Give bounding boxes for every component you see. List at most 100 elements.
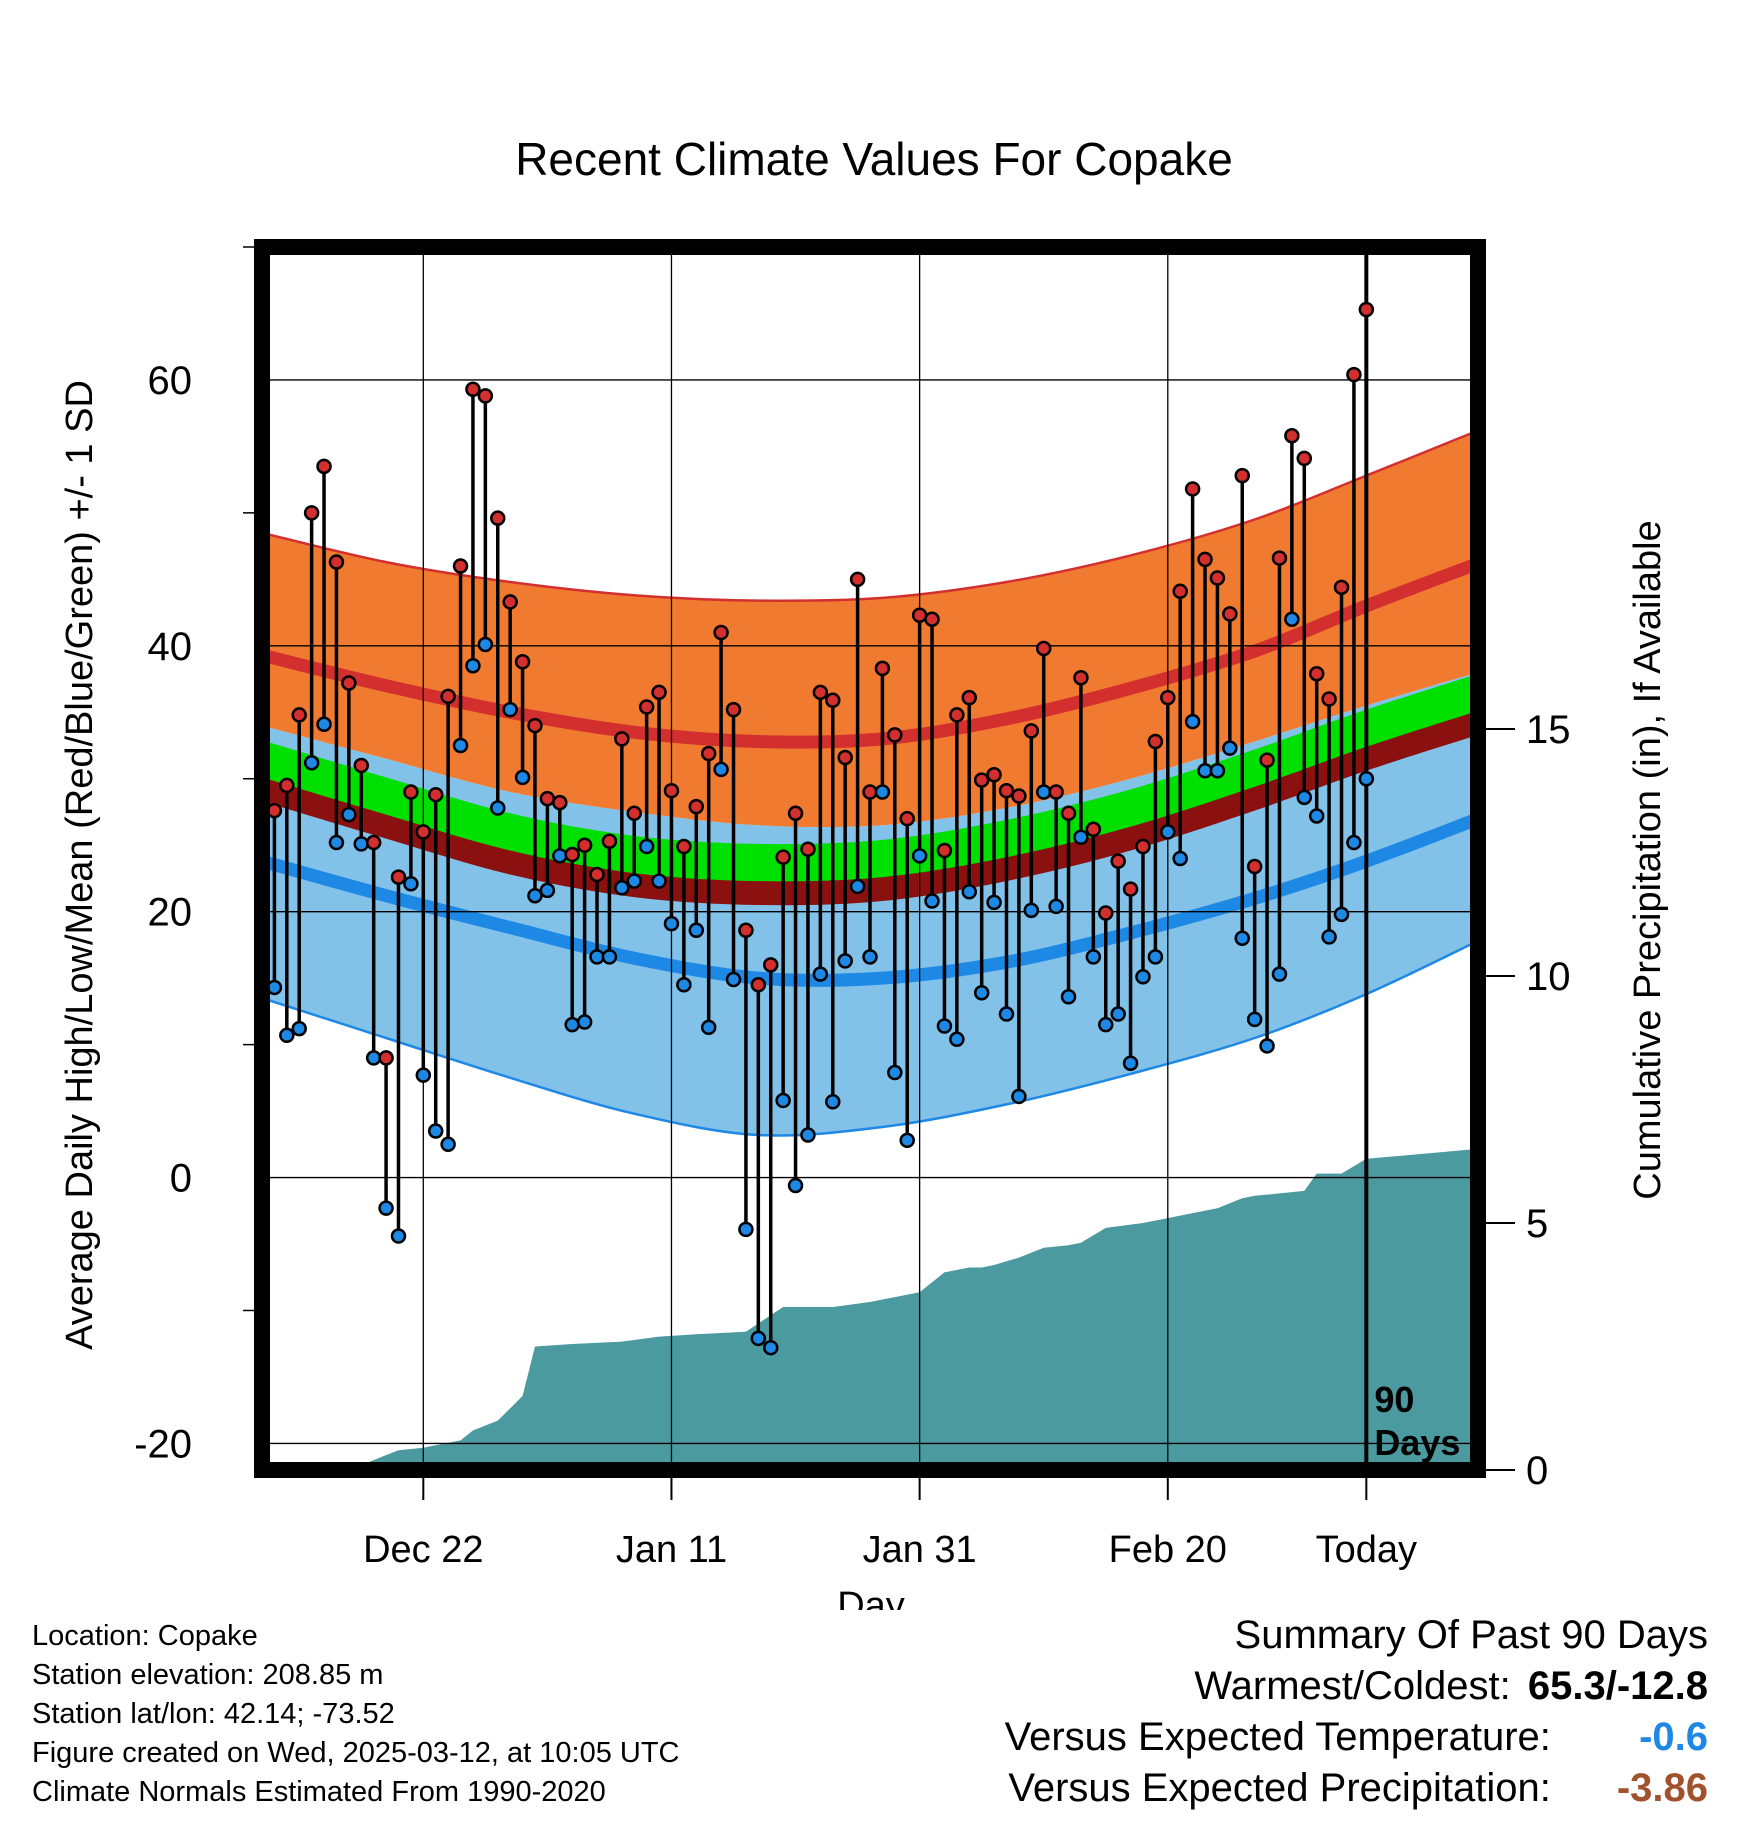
daily-low-point xyxy=(1122,1055,1139,1071)
daily-low-point xyxy=(663,915,680,932)
daily-low-point xyxy=(1246,1011,1263,1028)
daily-high-point xyxy=(502,594,518,610)
high-upper-edge xyxy=(262,429,1478,603)
daily-low-point xyxy=(427,1123,444,1139)
daily-high-point xyxy=(1073,669,1089,686)
x-tick-label: Today xyxy=(1316,1529,1417,1571)
daily-high-point xyxy=(1296,450,1313,467)
daily-low-point xyxy=(589,949,605,965)
daily-high-point xyxy=(663,782,680,799)
daily-high-point xyxy=(949,707,965,723)
daily-low-point xyxy=(1333,906,1350,923)
station-info: Location: Copake Station elevation: 208.… xyxy=(32,1617,680,1812)
daily-high-point xyxy=(1135,838,1151,855)
daily-low-point xyxy=(514,769,531,786)
y-axis-label: Average Daily High/Low/Mean (Red/Blue/Gr… xyxy=(59,380,101,1350)
daily-low-point xyxy=(800,1127,816,1143)
precip-value: -3.86 xyxy=(1616,1766,1708,1810)
daily-high-point xyxy=(1172,583,1188,600)
precipitation-area xyxy=(262,1148,1478,1470)
daily-high-point xyxy=(514,654,531,670)
daily-high-point xyxy=(328,554,345,570)
daily-low-point xyxy=(1308,808,1325,824)
temp-value: -0.6 xyxy=(1639,1715,1708,1759)
y2-tick-label: 0 xyxy=(1526,1449,1548,1493)
daily-high-point xyxy=(1358,301,1375,318)
low-lower-edge xyxy=(262,939,1478,1137)
daily-low-point xyxy=(527,887,543,904)
daily-low-point xyxy=(862,949,878,965)
daily-high-point xyxy=(849,571,866,588)
daily-low-point xyxy=(936,1018,953,1034)
daily-low-point xyxy=(626,873,642,889)
chart-title: Recent Climate Values For Copake xyxy=(515,133,1233,185)
plot-area xyxy=(262,247,1478,1470)
daily-low-point xyxy=(825,1094,841,1110)
daily-high-point xyxy=(1234,467,1250,484)
daily-high-point xyxy=(899,810,915,827)
daily-high-point xyxy=(1060,805,1077,822)
daily-high-point xyxy=(812,684,829,701)
daily-low-point xyxy=(1135,969,1151,985)
daily-high-point xyxy=(638,699,655,715)
daily-low-point xyxy=(279,1027,295,1044)
daily-high-point xyxy=(1246,858,1263,875)
daily-high-point xyxy=(651,684,667,701)
daily-high-point xyxy=(1160,689,1176,706)
warmest-coldest-label: Warmest/Coldest: xyxy=(1194,1664,1511,1708)
x-axis-label: Day xyxy=(837,1585,905,1610)
daily-high-point xyxy=(452,558,469,574)
daily-low-point xyxy=(713,761,729,778)
y2-tick-label: 10 xyxy=(1526,955,1571,999)
info-created: Figure created on Wed, 2025-03-12, at 10… xyxy=(32,1737,680,1769)
daily-high-point xyxy=(924,611,940,627)
daily-high-point xyxy=(1122,881,1139,897)
daily-low-point xyxy=(490,800,506,816)
daily-high-point xyxy=(440,688,456,705)
info-elevation: Station elevation: 208.85 m xyxy=(32,1659,384,1691)
daily-low-point xyxy=(601,949,618,965)
daily-low-point xyxy=(440,1136,456,1153)
daily-low-point xyxy=(1023,902,1040,919)
daily-low-point xyxy=(341,806,357,823)
daily-low-point xyxy=(390,1228,407,1244)
y2-tick-label: 15 xyxy=(1526,708,1571,752)
daily-high-point xyxy=(936,842,953,859)
daily-low-point xyxy=(1035,784,1052,800)
x-tick-label: Feb 20 xyxy=(1109,1529,1227,1571)
daily-low-point xyxy=(787,1177,804,1194)
daily-high-point xyxy=(700,745,717,762)
daily-high-point xyxy=(1308,665,1325,682)
daily-high-point xyxy=(1333,579,1350,596)
plot-frame xyxy=(254,239,1486,1478)
daily-low-point xyxy=(564,1016,580,1033)
daily-low-point xyxy=(998,1006,1015,1022)
daily-low-point xyxy=(762,1339,779,1356)
daily-low-point xyxy=(1346,834,1362,851)
daily-low-point xyxy=(961,883,978,900)
daily-high-point xyxy=(1035,640,1052,657)
climate-chart: Recent Climate Values For Copake Average… xyxy=(59,133,1669,1610)
daily-low-point xyxy=(1184,713,1201,730)
daily-high-point xyxy=(576,837,593,853)
x-tick-label: Dec 22 xyxy=(363,1529,483,1571)
daily-high-point xyxy=(837,749,853,766)
daily-low-point xyxy=(477,636,494,653)
daily-high-point xyxy=(1085,821,1102,838)
daily-low-point xyxy=(1172,850,1188,867)
daily-high-point xyxy=(291,707,307,723)
daily-high-point xyxy=(1321,691,1337,707)
daily-high-point xyxy=(787,805,804,822)
info-location: Location: Copake xyxy=(32,1620,258,1652)
daily-high-point xyxy=(1209,570,1226,586)
daily-low-point xyxy=(353,836,370,852)
daily-high-point xyxy=(1098,905,1114,921)
daily-high-point xyxy=(1011,788,1027,804)
daily-low-point xyxy=(1358,770,1375,787)
daily-low-point xyxy=(949,1031,965,1048)
daily-low-point xyxy=(303,755,320,771)
daily-low-point xyxy=(1147,949,1164,965)
warmest-coldest-value: 65.3/-12.8 xyxy=(1527,1664,1708,1708)
daily-low-point xyxy=(874,784,891,800)
daily-low-point xyxy=(1073,829,1089,845)
